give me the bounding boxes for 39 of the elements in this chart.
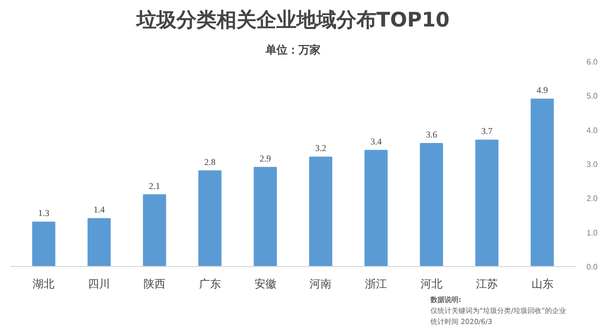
- x-tick-label: 广东: [198, 278, 221, 290]
- data-label: 2.1: [148, 180, 160, 191]
- y-tick-label: 6.0: [586, 58, 598, 66]
- x-tick-label: 河南: [310, 278, 332, 290]
- x-tick-label: 湖北: [32, 278, 55, 290]
- y-tick-label: 5.0: [586, 92, 598, 101]
- data-label: 1.3: [38, 208, 50, 218]
- data-label: 2.8: [204, 156, 216, 167]
- bar: [309, 156, 332, 266]
- chart-subtitle: 单位：万家: [264, 44, 320, 56]
- y-tick-label: 4.0: [586, 126, 598, 135]
- data-label: 3.7: [481, 126, 493, 136]
- data-label: 2.9: [260, 153, 272, 164]
- bar: [364, 150, 388, 266]
- bar: [254, 166, 277, 266]
- bar: [32, 222, 56, 266]
- x-tick-label: 河北: [420, 278, 442, 290]
- x-tick-label: 四川: [88, 278, 110, 290]
- data-label: 1.4: [94, 204, 106, 215]
- x-tick-label: 陕西: [144, 278, 166, 290]
- bar: [198, 170, 222, 266]
- bar: [88, 218, 111, 266]
- x-tick-label: 安徽: [254, 278, 276, 290]
- y-tick-label: 1.0: [586, 228, 598, 238]
- data-label: 3.2: [315, 143, 326, 154]
- x-tick-label: 江苏: [476, 278, 498, 290]
- x-tick-label: 浙江: [365, 278, 388, 290]
- y-tick-label: 3.0: [586, 160, 598, 169]
- data-label: 3.6: [426, 130, 438, 140]
- chart-title: 垃圾分类相关企业地域分布TOP10: [135, 8, 450, 32]
- bar: [530, 98, 554, 266]
- bar: [142, 194, 166, 266]
- y-tick-label: 2.0: [586, 194, 598, 204]
- bar: [420, 143, 444, 266]
- data-label: 3.4: [370, 136, 382, 146]
- data-label: 4.9: [536, 85, 548, 96]
- x-tick-label: 山东: [531, 278, 554, 290]
- bar: [475, 140, 498, 266]
- y-tick-label: 0.0: [586, 262, 598, 272]
